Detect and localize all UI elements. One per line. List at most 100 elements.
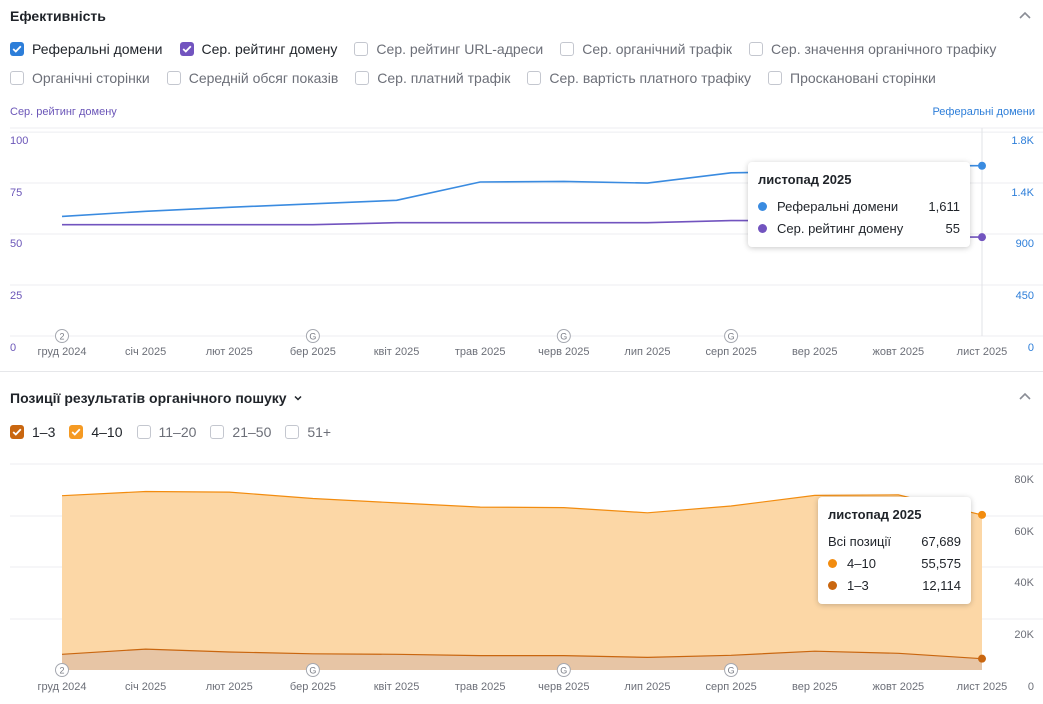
series-line-4-10[interactable] <box>61 490 983 516</box>
x-tick-label: квіт 2025 <box>374 346 420 358</box>
right-axis-tick: 1.4K <box>1011 187 1034 199</box>
right-axis-tick: 40K <box>1014 577 1034 589</box>
x-tick-label: лист 2025 <box>957 346 1008 358</box>
checkbox-checked-icon[interactable] <box>10 425 24 439</box>
metric-checkbox-label: 21–50 <box>232 424 272 440</box>
x-tick-label: трав 2025 <box>455 681 506 693</box>
metric-checkbox-0[interactable]: Реферальні домени <box>10 41 163 57</box>
x-tick-label: груд 2024 <box>37 346 86 358</box>
metric-checkbox-label: 51+ <box>307 424 332 440</box>
right-axis-tick: 900 <box>1016 238 1034 250</box>
metric-checkbox-2[interactable]: 11–20 <box>136 424 196 440</box>
event-marker-icon[interactable] <box>55 329 69 343</box>
x-tick-label: квіт 2025 <box>374 681 420 693</box>
metric-checkbox-label: Сер. рейтинг URL-адреси <box>376 41 544 57</box>
tooltip-row: 1–3 12,114 <box>828 574 961 596</box>
series-area-4-10[interactable] <box>62 491 982 671</box>
collapse-performance-icon[interactable] <box>1018 10 1032 20</box>
checkbox-empty-icon[interactable] <box>560 42 575 56</box>
checkbox-empty-icon[interactable] <box>749 42 764 56</box>
x-tick-label: лип 2025 <box>624 346 670 358</box>
metric-checkbox-4[interactable]: Проскановані сторінки <box>768 70 936 86</box>
data-point[interactable] <box>978 654 986 663</box>
collapse-positions-icon[interactable] <box>1018 391 1032 401</box>
checkbox-empty-icon[interactable] <box>136 425 151 439</box>
metric-checkbox-label: 1–3 <box>32 424 56 440</box>
legend-dot-icon <box>758 223 767 233</box>
organic-positions-title[interactable]: Позиції результатів органічного пошуку <box>10 390 303 406</box>
checkbox-empty-icon[interactable] <box>355 71 370 85</box>
x-tick-label: бер 2025 <box>290 346 336 358</box>
performance-metrics-row-1: Реферальні домени Сер. рейтинг домену Сер.… <box>10 41 1013 57</box>
event-marker-icon[interactable] <box>556 329 571 343</box>
metric-checkbox-3[interactable]: 21–50 <box>210 424 271 440</box>
tooltip-row: 4–10 55,575 <box>828 552 961 574</box>
x-tick-label: черв 2025 <box>538 346 589 358</box>
tooltip-value: 55 <box>945 220 960 236</box>
x-tick-label: груд 2024 <box>37 681 86 693</box>
metric-checkbox-1[interactable]: 4–10 <box>69 424 123 440</box>
left-axis-title: Сер. рейтинг домену <box>10 106 117 118</box>
metric-checkbox-label: Органічні сторінки <box>32 70 150 86</box>
event-marker-label: 2 <box>59 666 64 676</box>
x-tick-label: січ 2025 <box>125 346 166 358</box>
event-marker-icon[interactable] <box>724 329 739 343</box>
metric-checkbox-label: Сер. вартість платного трафіку <box>549 70 752 86</box>
checkbox-checked-icon[interactable] <box>10 42 24 56</box>
event-marker-label: 2 <box>59 332 64 342</box>
metric-checkbox-4[interactable]: 51+ <box>285 424 331 440</box>
checkbox-empty-icon[interactable] <box>527 71 542 85</box>
series-line-1-3[interactable] <box>61 648 983 660</box>
right-axis-tick: 1.8K <box>1011 135 1034 147</box>
event-marker-icon[interactable] <box>556 663 571 677</box>
checkbox-checked-icon[interactable] <box>179 42 194 56</box>
event-marker-icon[interactable] <box>305 663 320 677</box>
event-marker-label: G <box>309 332 316 342</box>
tooltip-value: 12,114 <box>922 577 961 593</box>
tooltip-row: Всі позиції 67,689 <box>828 530 961 552</box>
event-marker-label: G <box>560 666 567 676</box>
x-tick-label: жовт 2025 <box>873 681 925 693</box>
x-tick-label: жовт 2025 <box>873 346 925 358</box>
metric-checkbox-0[interactable]: Органічні сторінки <box>10 70 150 86</box>
checkbox-checked-icon[interactable] <box>69 425 84 439</box>
tooltip-date: листопад 2025 <box>758 172 852 187</box>
checkbox-empty-icon[interactable] <box>10 71 24 85</box>
metric-checkbox-1[interactable]: Середній обсяг показів <box>166 70 338 86</box>
metric-checkbox-2[interactable]: Сер. платний трафік <box>355 70 510 86</box>
right-axis-tick: 80K <box>1014 474 1034 486</box>
metric-checkbox-4[interactable]: Сер. значення органічного трафіку <box>749 41 996 57</box>
x-tick-label: вер 2025 <box>792 346 837 358</box>
checkbox-empty-icon[interactable] <box>354 42 369 56</box>
metric-checkbox-label: 4–10 <box>91 424 123 440</box>
right-axis-tick: 0 <box>1028 342 1034 354</box>
left-axis-tick: 25 <box>10 290 22 302</box>
x-tick-label: лип 2025 <box>624 681 670 693</box>
right-axis-tick: 450 <box>1016 290 1034 302</box>
event-marker-icon[interactable] <box>55 663 69 677</box>
event-marker-label: G <box>728 666 735 676</box>
tooltip-label: 1–3 <box>847 577 869 593</box>
data-point[interactable] <box>978 161 986 170</box>
metric-checkbox-1[interactable]: Сер. рейтинг домену <box>179 41 337 57</box>
event-marker-label: G <box>728 332 735 342</box>
metric-checkbox-2[interactable]: Сер. рейтинг URL-адреси <box>354 41 543 57</box>
event-marker-label: G <box>309 666 316 676</box>
right-axis-tick: 20K <box>1014 629 1034 641</box>
event-marker-icon[interactable] <box>305 329 320 343</box>
checkbox-empty-icon[interactable] <box>285 425 300 439</box>
performance-title: Ефективність <box>10 8 106 24</box>
legend-dot-icon <box>828 558 837 568</box>
data-point[interactable] <box>978 510 986 519</box>
checkbox-empty-icon[interactable] <box>768 71 783 85</box>
checkbox-empty-icon[interactable] <box>166 71 181 85</box>
metric-checkbox-0[interactable]: 1–3 <box>10 424 55 440</box>
metric-checkbox-3[interactable]: Сер. органічний трафік <box>560 41 732 57</box>
checkbox-empty-icon[interactable] <box>210 425 225 439</box>
event-marker-icon[interactable] <box>724 663 739 677</box>
data-point[interactable] <box>978 233 986 242</box>
metric-checkbox-label: Реферальні домени <box>32 41 163 57</box>
tooltip-row: Сер. рейтинг домену 55 <box>758 217 960 239</box>
metric-checkbox-3[interactable]: Сер. вартість платного трафіку <box>527 70 751 86</box>
